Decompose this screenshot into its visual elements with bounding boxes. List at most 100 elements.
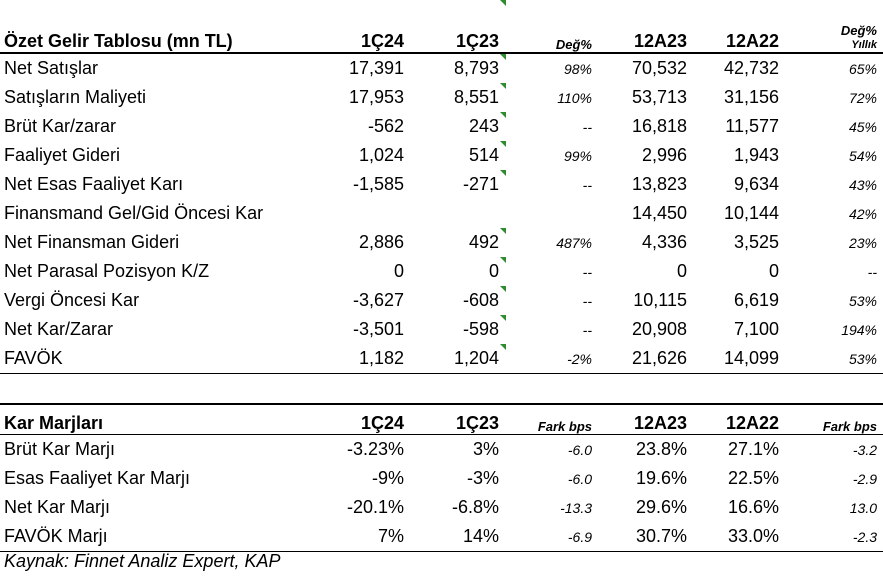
row-label-value: Net Finansman Gideri	[4, 232, 180, 252]
row-label: Net Kar Marjı	[0, 493, 300, 522]
cell-1c24: -3,627	[300, 286, 410, 315]
cell-1c23: 0	[410, 257, 506, 286]
row-label-value: Finansmand Gel/Gid Öncesi Kar	[4, 203, 264, 223]
cell-yoy: 53%	[785, 344, 883, 374]
cell-yoy: -2.9	[785, 464, 883, 493]
cell-change: 110%	[505, 83, 598, 112]
cell-1c23-value: 8,793	[453, 58, 499, 78]
cell-change: --	[505, 170, 598, 199]
table-row: FAVÖK Marjı 7% 14% -6.9 30.7% 33.0% -2.3	[0, 522, 883, 552]
table-row: FAVÖK 1,182 1,204 -2% 21,626 14,099 53%	[0, 344, 883, 374]
cell-yoy: 72%	[785, 83, 883, 112]
cell-yoy-value: 53%	[848, 292, 877, 309]
cell-1c23-value: 14%	[462, 526, 499, 546]
cell-1c23-value: -271	[462, 174, 499, 194]
cell-12a22-value: 11,577	[725, 116, 779, 136]
row-label: Net Kar/Zarar	[0, 315, 300, 344]
comment-marker-icon	[500, 54, 506, 60]
cell-1c23: 8,793	[410, 53, 506, 83]
cell-12a23: 20,908	[598, 315, 693, 344]
cell-12a23-value: 4,336	[641, 232, 687, 252]
cell-change: 487%	[505, 228, 598, 257]
cell-12a22-value: 1,943	[733, 145, 779, 165]
cell-12a22: 0	[693, 257, 785, 286]
cell-12a22: 16.6%	[693, 493, 785, 522]
cell-12a23-value: 0	[676, 261, 687, 281]
row-label-value: Satışların Maliyeti	[4, 87, 147, 107]
row-label: FAVÖK Marjı	[0, 522, 300, 552]
col-header-12a23: 12A23	[598, 403, 693, 435]
cell-1c23-value: -6.8%	[451, 497, 499, 517]
cell-1c24-value: -3.23%	[346, 439, 404, 459]
row-label: Brüt Kar Marjı	[0, 435, 300, 465]
cell-yoy: 194%	[785, 315, 883, 344]
cell-12a23: 30.7%	[598, 522, 693, 552]
cell-12a22: 3,525	[693, 228, 785, 257]
cell-change: -6.9	[505, 522, 598, 552]
cell-1c24: 2,886	[300, 228, 410, 257]
cell-12a23-value: 23.8%	[635, 439, 687, 459]
cell-change-value: -13.3	[560, 499, 592, 516]
col-header-1c23: 1Ç23	[410, 0, 506, 54]
table-row: Net Esas Faaliyet Karı -1,585 -271 -- 13,823…	[0, 170, 883, 199]
cell-12a23: 21,626	[598, 344, 693, 374]
table-row: Net Finansman Gideri 2,886 492 487% 4,336 3,5…	[0, 228, 883, 257]
cell-change: -6.0	[505, 435, 598, 465]
cell-yoy: 43%	[785, 170, 883, 199]
cell-12a22-value: 3,525	[733, 232, 779, 252]
cell-1c24	[300, 199, 410, 228]
cell-change-value: -2%	[567, 350, 592, 367]
cell-12a23: 14,450	[598, 199, 693, 228]
cell-12a22-value: 27.1%	[727, 439, 779, 459]
cell-12a22-value: 31,156	[723, 87, 779, 107]
cell-change: -6.0	[505, 464, 598, 493]
cell-1c24: -3,501	[300, 315, 410, 344]
row-label-value: Net Kar/Zarar	[4, 319, 114, 339]
row-label-value: Net Kar Marjı	[4, 497, 111, 517]
table-row: Net Kar/Zarar -3,501 -598 -- 20,908 7,100 194%	[0, 315, 883, 344]
cell-12a22: 10,144	[693, 199, 785, 228]
col-header-12a23: 12A23	[598, 0, 693, 54]
cell-12a23-value: 29.6%	[635, 497, 687, 517]
cell-12a22: 14,099	[693, 344, 785, 374]
cell-12a23: 2,996	[598, 141, 693, 170]
cell-yoy: --	[785, 257, 883, 286]
cell-12a23: 4,336	[598, 228, 693, 257]
cell-yoy-value: 23%	[848, 234, 877, 251]
cell-1c24: -3.23%	[300, 435, 410, 465]
cell-yoy-value: 194%	[841, 321, 877, 338]
cell-1c24-value: -9%	[371, 468, 404, 488]
margins-header-row: Kar Marjları 1Ç24 1Ç23 Fark bps 12A23 12…	[0, 403, 883, 435]
cell-12a23: 70,532	[598, 53, 693, 83]
cell-change: --	[505, 257, 598, 286]
cell-change-value: --	[582, 176, 592, 193]
row-label: Net Esas Faaliyet Karı	[0, 170, 300, 199]
cell-12a23-value: 20,908	[631, 319, 687, 339]
row-label: Esas Faaliyet Kar Marjı	[0, 464, 300, 493]
cell-1c23: -271	[410, 170, 506, 199]
cell-yoy-value: 43%	[848, 176, 877, 193]
row-label-value: Net Parasal Pozisyon K/Z	[4, 261, 210, 281]
cell-1c23: -598	[410, 315, 506, 344]
row-label: Faaliyet Gideri	[0, 141, 300, 170]
cell-12a22-value: 14,099	[723, 348, 779, 368]
row-label: FAVÖK	[0, 344, 300, 374]
cell-1c24-value: -1,585	[352, 174, 404, 194]
cell-12a23-value: 70,532	[631, 58, 687, 78]
table-row: Net Satışlar 17,391 8,793 98% 70,532 42,732 65…	[0, 53, 883, 83]
cell-1c24-value: 0	[393, 261, 404, 281]
cell-1c24: 17,953	[300, 83, 410, 112]
cell-1c24-value: 17,953	[348, 87, 404, 107]
cell-1c23-value: 514	[468, 145, 499, 165]
cell-1c23-value: 8,551	[453, 87, 499, 107]
row-label-value: FAVÖK Marjı	[4, 526, 108, 546]
cell-1c23: 14%	[410, 522, 505, 552]
comment-marker-icon	[500, 0, 506, 6]
cell-1c24-value: 1,182	[358, 348, 404, 368]
cell-12a22: 22.5%	[693, 464, 785, 493]
cell-12a23-value: 19.6%	[635, 468, 687, 488]
row-label-value: Esas Faaliyet Kar Marjı	[4, 468, 191, 488]
cell-1c23	[410, 199, 505, 228]
col-header-12a22: 12A22	[693, 403, 785, 435]
cell-1c23-value: 0	[488, 261, 499, 281]
